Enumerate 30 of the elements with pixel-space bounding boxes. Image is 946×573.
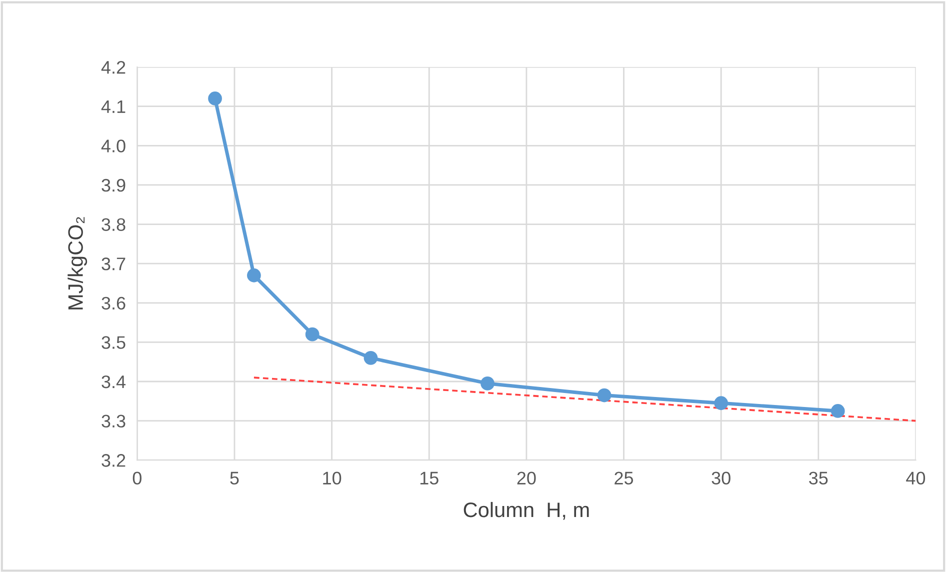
point (247, 268, 261, 282)
y-tick-label: 3.5 (102, 336, 126, 349)
x-tick-label: 25 (614, 472, 634, 484)
point (830, 404, 845, 418)
x-axis-title: Column H, m (464, 502, 589, 520)
y-tick-label: 3.8 (102, 218, 126, 231)
point (208, 92, 222, 106)
x-tick-label: 10 (323, 472, 342, 484)
y-tick-label: 3.2 (102, 454, 126, 467)
y-tick-label: 4.2 (101, 60, 126, 74)
point (305, 327, 320, 342)
y-tick-label: 3.9 (102, 178, 126, 192)
x-tick-label: 15 (420, 472, 438, 484)
y-tick-label: 3.4 (102, 375, 126, 388)
x-tick-label: 20 (517, 472, 536, 484)
y-tick-label: 4.1 (101, 100, 126, 113)
y-tick-label: 4.0 (101, 140, 126, 152)
point (364, 350, 378, 365)
x-tick-label: 40 (906, 472, 926, 484)
y-tick-label: 3.6 (102, 296, 126, 310)
x-tick-label: 0 (132, 472, 142, 484)
point (714, 396, 728, 410)
y-tick-label: 3.3 (102, 414, 126, 428)
y-axis-title: MJ/kgCO₂ (68, 217, 88, 310)
y-tick-label: 3.7 (102, 258, 126, 270)
x-tick-label: 35 (809, 472, 828, 484)
x-tick-label: 30 (712, 472, 730, 484)
x-tick-label: 5 (230, 472, 239, 484)
point (597, 388, 612, 402)
point (480, 376, 494, 390)
